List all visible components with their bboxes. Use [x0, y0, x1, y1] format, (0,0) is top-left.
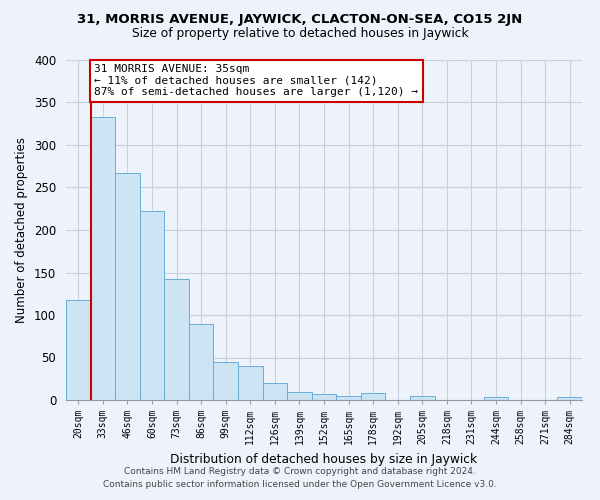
Bar: [312, 394, 336, 400]
Bar: [214, 362, 238, 400]
Bar: [336, 396, 361, 400]
Text: Contains HM Land Registry data © Crown copyright and database right 2024.
Contai: Contains HM Land Registry data © Crown c…: [103, 468, 497, 489]
Text: Size of property relative to detached houses in Jaywick: Size of property relative to detached ho…: [131, 28, 469, 40]
Bar: [557, 398, 582, 400]
Bar: [189, 324, 214, 400]
X-axis label: Distribution of detached houses by size in Jaywick: Distribution of detached houses by size …: [170, 452, 478, 466]
Bar: [164, 280, 189, 400]
Text: 31 MORRIS AVENUE: 35sqm
← 11% of detached houses are smaller (142)
87% of semi-d: 31 MORRIS AVENUE: 35sqm ← 11% of detache…: [94, 64, 418, 98]
Y-axis label: Number of detached properties: Number of detached properties: [16, 137, 28, 323]
Bar: [238, 366, 263, 400]
Bar: [140, 212, 164, 400]
Text: 31, MORRIS AVENUE, JAYWICK, CLACTON-ON-SEA, CO15 2JN: 31, MORRIS AVENUE, JAYWICK, CLACTON-ON-S…: [77, 12, 523, 26]
Bar: [115, 173, 140, 400]
Bar: [263, 383, 287, 400]
Bar: [361, 393, 385, 400]
Bar: [91, 117, 115, 400]
Bar: [484, 398, 508, 400]
Bar: [287, 392, 312, 400]
Bar: [410, 396, 434, 400]
Bar: [66, 300, 91, 400]
